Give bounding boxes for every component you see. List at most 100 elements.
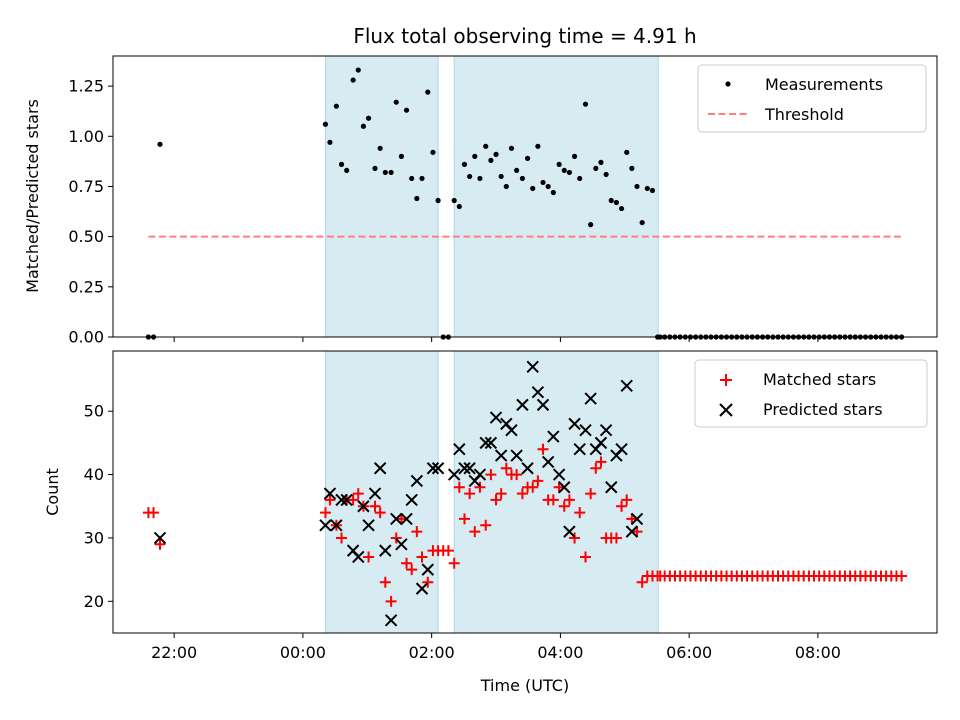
matched-legend-label: Matched stars <box>763 370 876 389</box>
matched-star-point <box>569 532 581 544</box>
measurement-point <box>483 143 489 149</box>
predicted-star-point <box>330 519 343 532</box>
y-tick-label: 0.75 <box>68 177 104 196</box>
x-tick-label: 08:00 <box>795 643 841 662</box>
observing-window-2 <box>453 350 659 634</box>
measurement-point <box>409 175 415 182</box>
measurement-point <box>435 197 441 204</box>
measurement-point <box>398 153 404 159</box>
measurement-point <box>603 171 609 178</box>
measurement-point <box>322 121 329 127</box>
predicted-star-point <box>521 462 534 475</box>
y-tick-label: 1.25 <box>68 77 104 96</box>
matched-star-point <box>558 500 570 512</box>
ratio-legend-box <box>697 64 927 133</box>
ratio-panel: 0.00 0.25 0.50 0.75 1.00 1.25 Flux total obse… <box>23 24 938 347</box>
measurement-point <box>598 159 604 165</box>
measurement-point <box>338 161 345 167</box>
observing-window-2 <box>453 55 659 338</box>
matched-star-point <box>896 570 908 582</box>
matched-star-point <box>511 469 523 481</box>
ratio-x-ticks <box>173 337 819 342</box>
measurement-point <box>382 169 388 176</box>
ratio-legend: Measurements Threshold <box>697 64 927 133</box>
predicted-star-point <box>319 519 332 532</box>
matched-star-point <box>495 488 507 500</box>
y-tick-label: 0.50 <box>68 227 104 246</box>
y-tick-label: 20 <box>84 592 104 611</box>
measurement-point <box>571 153 578 159</box>
measurement-point <box>629 165 635 171</box>
predicted-star-point <box>473 468 487 481</box>
measurement-point <box>157 141 163 147</box>
matched-star-point <box>527 481 539 493</box>
predicted-star-point <box>431 462 445 475</box>
predicted-star-point <box>599 424 613 437</box>
predicted-star-point <box>352 550 365 564</box>
predicted-star-point <box>357 500 370 513</box>
measurement-point <box>350 77 356 83</box>
matched-star-point <box>442 545 454 557</box>
predicted-star-point <box>484 436 498 450</box>
measurement-point <box>545 183 551 190</box>
matched-star-point <box>532 475 544 487</box>
predicted-star-point <box>579 424 592 437</box>
predicted-star-point <box>395 538 408 551</box>
measurement-point <box>556 161 562 167</box>
matched-star-point <box>336 532 348 544</box>
predicted-star-point <box>415 582 429 595</box>
measurements-legend-label: Measurements <box>765 75 883 94</box>
measurement-point <box>540 179 546 186</box>
matched-star-point <box>154 538 166 550</box>
predicted-star-point <box>516 398 529 412</box>
measurement-point <box>593 165 599 171</box>
matched-star-point <box>480 519 492 531</box>
ratio-y-ticks: 0.00 0.25 0.50 0.75 1.00 1.25 <box>68 77 113 347</box>
predicted-star-point <box>362 519 375 532</box>
measurement-point <box>649 187 656 194</box>
matched-star-point <box>148 507 160 519</box>
matched-legend-marker <box>720 374 732 386</box>
matched-star-point <box>547 494 559 506</box>
measurement-point <box>419 175 425 182</box>
measurement-point <box>451 197 457 204</box>
matched-star-point <box>585 488 597 500</box>
matched-star-point <box>474 481 486 493</box>
matched-star-point <box>453 481 465 493</box>
measurement-point <box>618 205 625 212</box>
measurement-point <box>477 175 483 182</box>
matched-star-point <box>422 576 434 588</box>
matched-star-point <box>448 557 460 569</box>
measurement-point <box>360 123 367 129</box>
y-tick-label: 30 <box>84 528 104 547</box>
matched-star-point <box>595 456 607 468</box>
matched-star-point <box>616 500 628 512</box>
measurement-point <box>493 151 499 157</box>
x-tick-label: 06:00 <box>666 643 712 662</box>
predicted-star-point <box>453 443 466 456</box>
predicted-star-point <box>368 487 382 500</box>
matched-star-point <box>553 481 565 493</box>
predicted-star-point <box>630 512 644 526</box>
measurement-point <box>566 169 573 176</box>
measurement-point <box>344 167 350 174</box>
matched-star-point <box>621 494 633 506</box>
predicted-star-point <box>615 443 628 456</box>
matched-star-point <box>469 526 481 538</box>
count-x-ticks: 22:00 00:00 02:00 04:00 06:00 08:00 <box>151 633 841 662</box>
measurements-legend-marker <box>725 81 731 87</box>
predicted-star-point <box>458 462 471 475</box>
predicted-star-point <box>463 462 476 475</box>
measurement-point <box>461 161 468 167</box>
matched-star-point <box>416 551 428 563</box>
measurement-point <box>456 203 462 210</box>
ratio-y-axis-label: Matched/Predicted stars <box>23 99 42 293</box>
y-tick-label: 0.25 <box>68 277 104 296</box>
matched-star-point <box>395 513 407 525</box>
measurement-point <box>488 157 494 163</box>
predicted-star-point <box>373 462 387 475</box>
matched-star-point <box>563 494 575 506</box>
matched-star-point <box>363 551 375 563</box>
matched-star-point <box>610 532 622 544</box>
